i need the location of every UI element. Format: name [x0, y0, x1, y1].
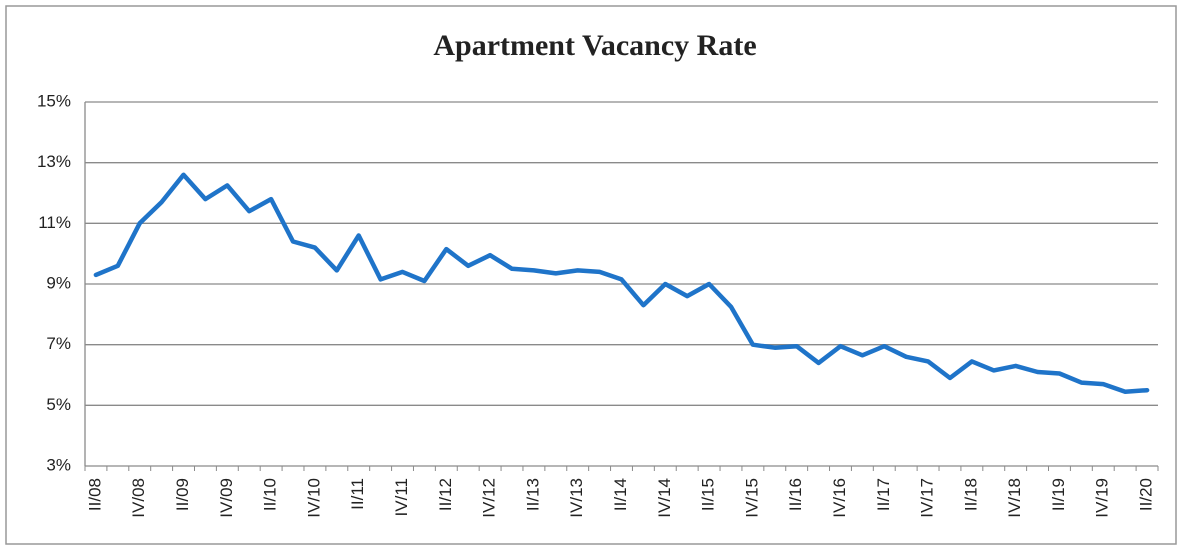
x-tick-label: II/16 [786, 478, 805, 511]
x-tick-label: II/10 [261, 478, 280, 511]
x-tick-label: IV/19 [1093, 478, 1112, 518]
y-tick-label: 7% [46, 334, 71, 353]
x-tick-label: II/13 [523, 478, 542, 511]
x-tick-label: II/15 [699, 478, 718, 511]
chart-frame [5, 5, 1177, 545]
y-tick-label: 15% [37, 91, 71, 110]
chart-title: Apartment Vacancy Rate [433, 29, 756, 62]
y-tick-label: 13% [37, 152, 71, 171]
x-tick-label: II/12 [436, 478, 455, 511]
x-tick-label: IV/13 [567, 478, 586, 518]
x-tick-label: II/08 [85, 478, 104, 511]
x-tick-label: II/18 [961, 478, 980, 511]
x-tick-label: IV/14 [655, 478, 674, 518]
y-tick-label: 11% [38, 213, 71, 232]
x-tick-label: IV/08 [129, 478, 148, 518]
y-tick-label: 5% [46, 395, 71, 414]
x-tick-label: IV/18 [1005, 478, 1024, 518]
x-tick-label: II/14 [611, 478, 630, 511]
x-tick-label: IV/16 [830, 478, 849, 518]
x-tick-label: II/11 [348, 478, 367, 510]
x-tick-label: II/19 [1049, 478, 1068, 511]
x-tick-label: IV/12 [480, 478, 499, 518]
x-tick-label: IV/11 [392, 478, 411, 516]
y-tick-label: 3% [46, 455, 71, 474]
x-tick-label: II/09 [173, 478, 192, 511]
x-tick-label: IV/17 [918, 478, 937, 518]
x-tick-label: II/17 [874, 478, 893, 511]
y-tick-label: 9% [46, 273, 71, 292]
x-tick-label: IV/09 [217, 478, 236, 518]
x-tick-label: IV/15 [742, 478, 761, 518]
x-tick-label: II/20 [1137, 478, 1156, 511]
x-tick-label: IV/10 [304, 478, 323, 518]
series-line [93, 172, 1150, 394]
